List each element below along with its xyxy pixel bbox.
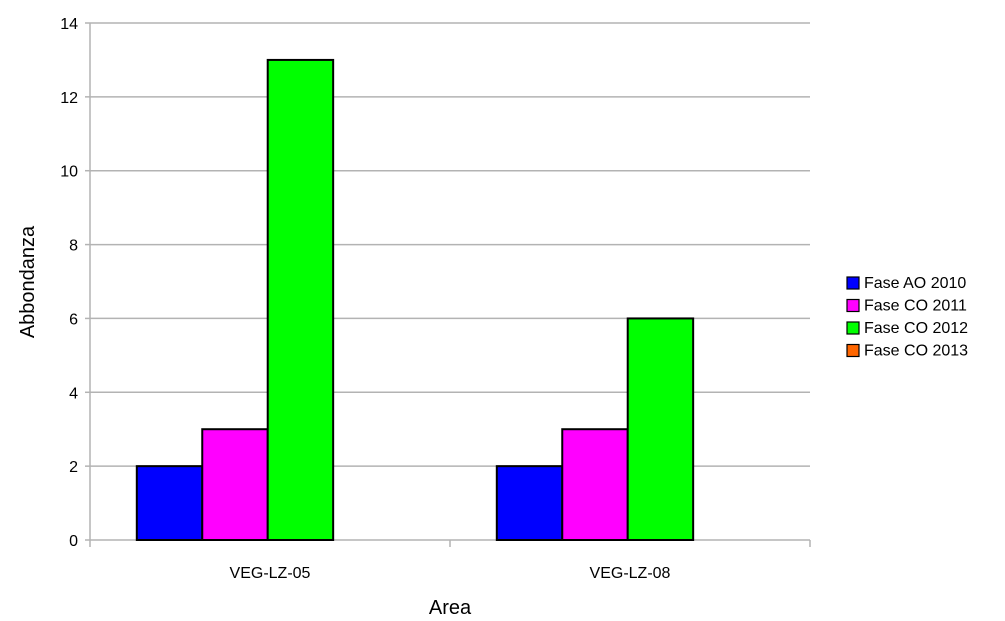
legend-label: Fase CO 2013	[864, 343, 968, 360]
legend-swatch	[846, 298, 860, 313]
bar-fase-co-2011-veg-lz-05	[201, 428, 269, 542]
legend-swatch	[846, 276, 860, 290]
bars	[135, 58, 695, 542]
x-axis-title: Area	[429, 597, 472, 619]
y-tick-label: 10	[60, 164, 78, 181]
y-tick-label: 8	[69, 238, 78, 255]
y-tick-label: 14	[60, 16, 78, 33]
legend-label: Fase AO 2010	[864, 275, 966, 292]
y-tick-label: 0	[69, 533, 78, 550]
bar-fase-co-2011-veg-lz-08	[561, 428, 629, 542]
legend: Fase AO 2010 Fase CO 2011 Fase CO 2012 Fase…	[846, 275, 968, 360]
grid-lines	[90, 22, 810, 467]
bar-fase-co-2012-veg-lz-05	[266, 58, 335, 542]
legend-label: Fase CO 2011	[864, 298, 967, 315]
x-tick-labels: VEG-LZ-05 VEG-LZ-08	[230, 565, 671, 582]
y-tick-label: 2	[69, 459, 78, 476]
y-tick-label: 6	[69, 311, 78, 328]
bar-fase-co-2012-veg-lz-08	[626, 317, 695, 541]
y-tick-labels: 0 2 4 6 8 10 12 14	[60, 16, 78, 550]
y-tick-label: 12	[60, 90, 78, 107]
bar-fase-ao-2010-veg-lz-08	[495, 465, 564, 541]
y-axis-title: Abbondanza	[17, 225, 39, 338]
legend-swatch	[846, 321, 860, 335]
y-tick-label: 4	[69, 385, 78, 402]
x-tick-label: VEG-LZ-08	[590, 565, 671, 582]
bar-fase-ao-2010-veg-lz-05	[135, 465, 204, 541]
x-tick-label: VEG-LZ-05	[230, 565, 311, 582]
legend-swatch	[846, 343, 860, 358]
legend-label: Fase CO 2012	[864, 320, 968, 337]
